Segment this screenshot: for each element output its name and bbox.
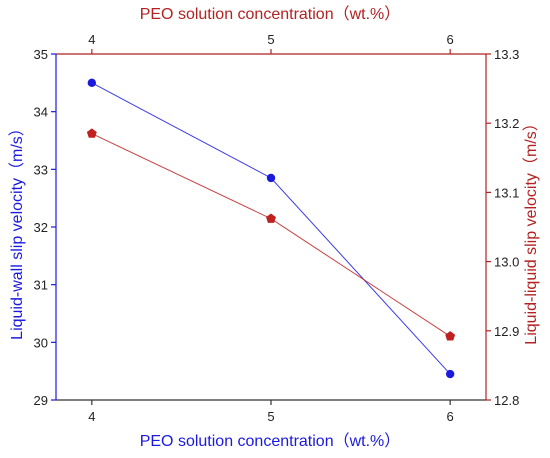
data-point-left [266,173,276,183]
y-left-tick-label: 30 [34,335,48,350]
data-point-right [266,213,276,223]
x-top-tick-label: 6 [447,32,454,47]
series-line-right [91,133,451,337]
y-left-tick-label: 31 [34,278,48,293]
x-bottom-tick-label: 6 [447,409,454,424]
y-right-tick-label: 12.9 [494,324,519,339]
y-left-tick-label: 33 [34,162,48,177]
x-bottom-axis-title: PEO solution concentration（wt.%） [140,432,401,450]
plot-frame [55,53,487,401]
x-top-axis-title: PEO solution concentration（wt.%） [140,5,401,23]
y-right-tick-label: 13.3 [494,47,519,62]
x-top-axis: 4 5 6 [88,32,454,54]
data-point-right [445,331,456,341]
data-point-right [86,128,97,138]
y-right-tick-label: 13.0 [494,255,519,270]
x-bottom-tick-label: 5 [267,409,274,424]
y-right-axis: 12.8 12.9 13.0 13.1 13.2 13.3 [486,47,519,408]
series-layer [86,78,456,379]
y-right-tick-label: 13.1 [494,185,519,200]
y-right-tick-label: 13.2 [494,116,519,131]
y-left-tick-label: 29 [34,393,48,408]
y-right-tick-label: 12.8 [494,393,519,408]
x-bottom-axis: 4 5 6 [88,400,454,424]
x-top-tick-label: 5 [267,32,274,47]
data-point-left [445,369,455,379]
y-right-axis-title: Liquid-liquid slip velocity（m/s） [522,115,540,344]
series-line-left [91,82,451,375]
x-bottom-tick-label: 4 [88,409,95,424]
y-left-axis-title: Liquid-wall slip velocity（m/s） [8,120,26,340]
y-left-tick-label: 32 [34,220,48,235]
x-top-tick-label: 4 [88,32,95,47]
y-left-tick-label: 34 [34,105,48,120]
y-left-tick-label: 35 [34,47,48,62]
y-left-axis: 29 30 31 32 33 34 35 [34,47,56,408]
data-point-left [87,78,97,88]
